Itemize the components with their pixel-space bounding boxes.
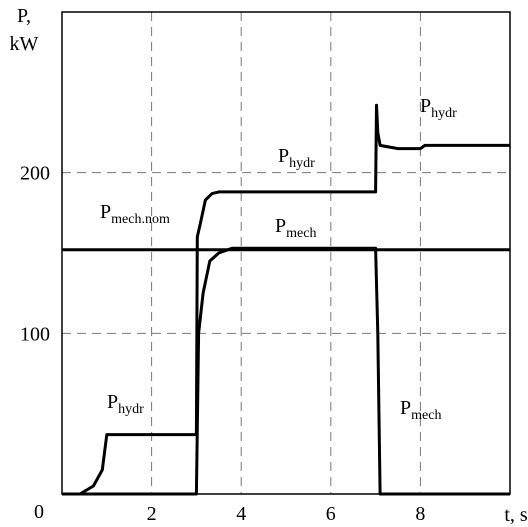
annotation-subscript: hydr: [431, 106, 457, 121]
x-tick-label: 8: [415, 503, 425, 525]
annotation: Phydr: [420, 95, 457, 121]
annotation-subscript: hydr: [118, 402, 144, 417]
annotation-main: P: [278, 145, 289, 167]
annotation-main: P: [420, 95, 431, 117]
y-tick-label: 100: [20, 323, 50, 345]
annotation-main: P: [400, 397, 411, 419]
x-axis-label: t, s: [504, 504, 528, 526]
x-tick-label: 2: [147, 503, 157, 525]
x-tick-label: 6: [326, 503, 336, 525]
plot-frame: [61, 11, 511, 495]
annotation: Phydr: [278, 145, 315, 171]
annotation: Phydr: [107, 391, 144, 417]
annotation-subscript: mech.nom: [111, 212, 170, 227]
annotation-subscript: hydr: [289, 156, 315, 171]
y-axis-label: P,: [17, 5, 31, 27]
annotation: Pmech: [275, 215, 316, 241]
series-line: [62, 246, 510, 496]
series-line: [62, 103, 510, 496]
annotation-main: P: [275, 215, 286, 237]
y-tick-label: 200: [20, 163, 50, 185]
y-axis-label: kW: [10, 33, 39, 55]
annotation: Pmech.nom: [100, 201, 170, 227]
annotation-subscript: mech: [286, 226, 316, 241]
annotation-main: P: [107, 391, 118, 413]
annotation-subscript: mech: [411, 408, 441, 423]
y-tick-label: 0: [34, 501, 44, 523]
x-tick-label: 4: [236, 503, 246, 525]
annotation-main: P: [100, 201, 111, 223]
annotation: Pmech: [400, 397, 441, 423]
